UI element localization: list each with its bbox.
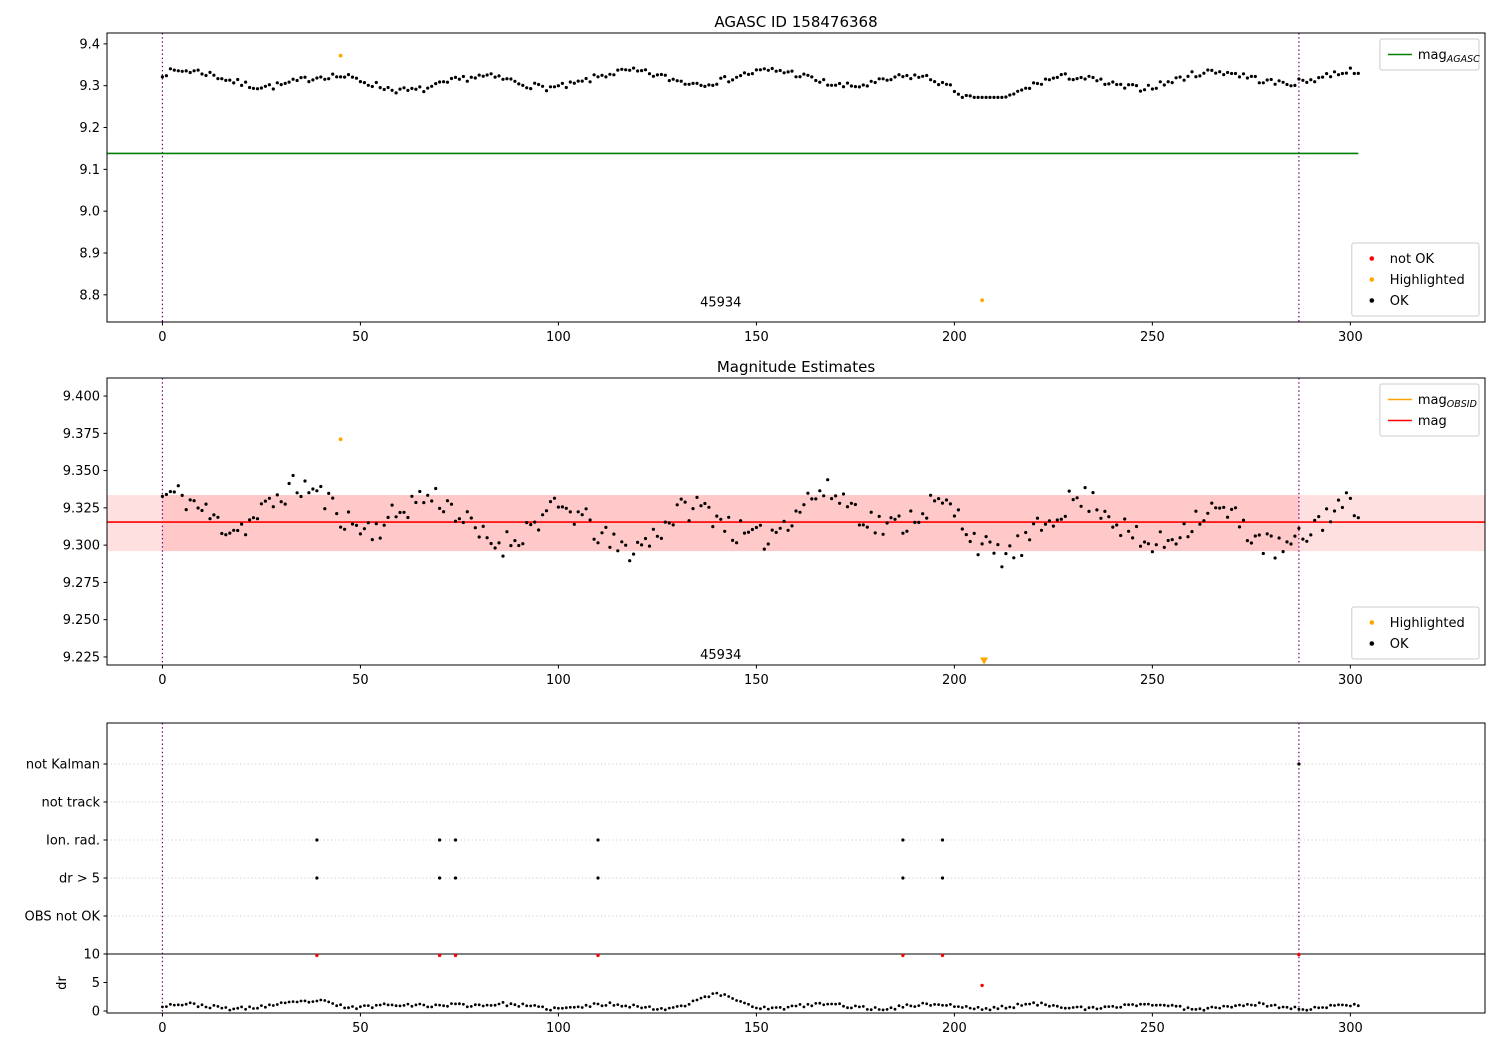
x-tick-label: 150: [744, 330, 769, 345]
legend-label: OK: [1390, 637, 1409, 652]
x-tick-label: 50: [352, 673, 369, 688]
y-tick-label: 8.8: [79, 288, 100, 303]
y-tick-label: 9.3: [79, 79, 100, 94]
y-tick-label: 9.4: [79, 37, 100, 52]
axes-frame: [106, 377, 1486, 666]
flag-points: [315, 876, 945, 880]
x-tick-label: 200: [942, 1021, 967, 1036]
flag-points: [315, 838, 945, 842]
dr-tick-label: 0: [92, 1005, 100, 1020]
dr-outlier-red-points: [980, 983, 984, 988]
legend-label: mag: [1418, 414, 1447, 429]
legend-box: [1379, 383, 1480, 437]
category-label: dr > 5: [59, 872, 100, 887]
x-tick-label: 50: [352, 1021, 369, 1036]
legend-sample-dot: [1369, 620, 1375, 625]
dr-tick-label: 10: [83, 948, 100, 963]
x-tick-label: 0: [158, 673, 166, 688]
category-label: not track: [41, 796, 100, 811]
ok-scatter-points: [160, 66, 1360, 99]
x-tick-label: 300: [1338, 673, 1363, 688]
legend: Highlighted OK: [1351, 606, 1480, 660]
plot1-title: AGASC ID 158476368: [714, 13, 878, 31]
legend-label: Highlighted: [1390, 273, 1465, 288]
x-axis-ticks: 0 50 100 150 200 250 300: [158, 322, 1363, 345]
legend-box: [1351, 606, 1480, 660]
y-tick-label: 9.325: [63, 501, 100, 516]
axes-frame: [106, 32, 1486, 323]
offscale-low-triangle-icon: [980, 657, 989, 665]
plot2-title: Magnitude Estimates: [716, 358, 876, 376]
y-tick-label: 9.375: [63, 427, 100, 442]
obsid-annotation: 45934: [700, 648, 741, 663]
y-tick-label: 9.0: [79, 205, 100, 220]
y-tick-label: 9.300: [63, 539, 100, 554]
legend-sample-dot: [1369, 256, 1375, 261]
highlighted-points: [338, 437, 343, 442]
x-tick-label: 300: [1338, 330, 1363, 345]
x-tick-label: 0: [158, 1021, 166, 1036]
legend-sample-dot: [1369, 298, 1375, 303]
legend-box: [1379, 38, 1480, 71]
axes-frame: [106, 722, 1486, 1014]
x-tick-label: 300: [1338, 1021, 1363, 1036]
y-tick-label: 9.225: [63, 650, 100, 665]
y-tick-label: 8.9: [79, 246, 100, 261]
legend: not OK Highlighted OK: [1351, 242, 1480, 317]
x-axis-ticks: 0 50 100 150 200 250 300: [158, 665, 1363, 688]
legend-sample-dot: [1369, 641, 1375, 646]
y-tick-label: 9.275: [63, 576, 100, 591]
y-axis-ticks: 9.400 9.375 9.350 9.325 9.300 9.275 9.250 9.225: [63, 390, 107, 665]
category-label: OBS not OK: [25, 910, 101, 925]
x-tick-label: 150: [744, 673, 769, 688]
dr-axis-label: dr: [55, 976, 70, 990]
mag-error-band-inner: [162, 495, 1299, 552]
x-tick-label: 200: [942, 673, 967, 688]
legend-label: not OK: [1390, 252, 1435, 267]
legend-box: [1351, 242, 1480, 317]
legend-sample-dot: [1369, 277, 1375, 282]
dr-tick-label: 5: [92, 976, 100, 991]
y-tick-label: 9.1: [79, 163, 100, 178]
x-tick-label: 100: [546, 330, 571, 345]
x-tick-label: 0: [158, 330, 166, 345]
y-tick-label: 9.350: [63, 464, 100, 479]
y-tick-label: 9.250: [63, 613, 100, 628]
mag-error-band-outer: [107, 495, 1485, 552]
category-label: not Kalman: [26, 758, 100, 773]
x-tick-label: 200: [942, 330, 967, 345]
x-tick-label: 250: [1140, 1021, 1165, 1036]
obsid-annotation: 45934: [700, 296, 741, 311]
y-axis-ticks: 9.4 9.3 9.2 9.1 9.0 8.9 8.8: [79, 37, 107, 303]
highlighted-points: [338, 53, 984, 303]
y-tick-label: 9.2: [79, 121, 100, 136]
legend-label: OK: [1390, 294, 1409, 309]
flag-category-axis: not Kalman not track Ion. rad. dr > 5 OBS no…: [25, 758, 107, 1020]
x-tick-label: 150: [744, 1021, 769, 1036]
legend-label: Highlighted: [1390, 616, 1465, 631]
dr-clipped-red-points: [315, 952, 1301, 958]
flag-points: [1297, 762, 1301, 766]
category-label: Ion. rad.: [46, 834, 100, 849]
legend: magAGASC: [1379, 38, 1480, 71]
x-tick-label: 100: [546, 1021, 571, 1036]
dr-points: [161, 991, 1360, 1012]
x-axis-ticks: 0 50 100 150 200 250 300: [158, 1013, 1363, 1036]
x-tick-label: 250: [1140, 330, 1165, 345]
ok-scatter-points: [160, 473, 1360, 569]
x-tick-label: 50: [352, 330, 369, 345]
y-tick-label: 9.400: [63, 390, 100, 405]
x-tick-label: 250: [1140, 673, 1165, 688]
x-tick-label: 100: [546, 673, 571, 688]
